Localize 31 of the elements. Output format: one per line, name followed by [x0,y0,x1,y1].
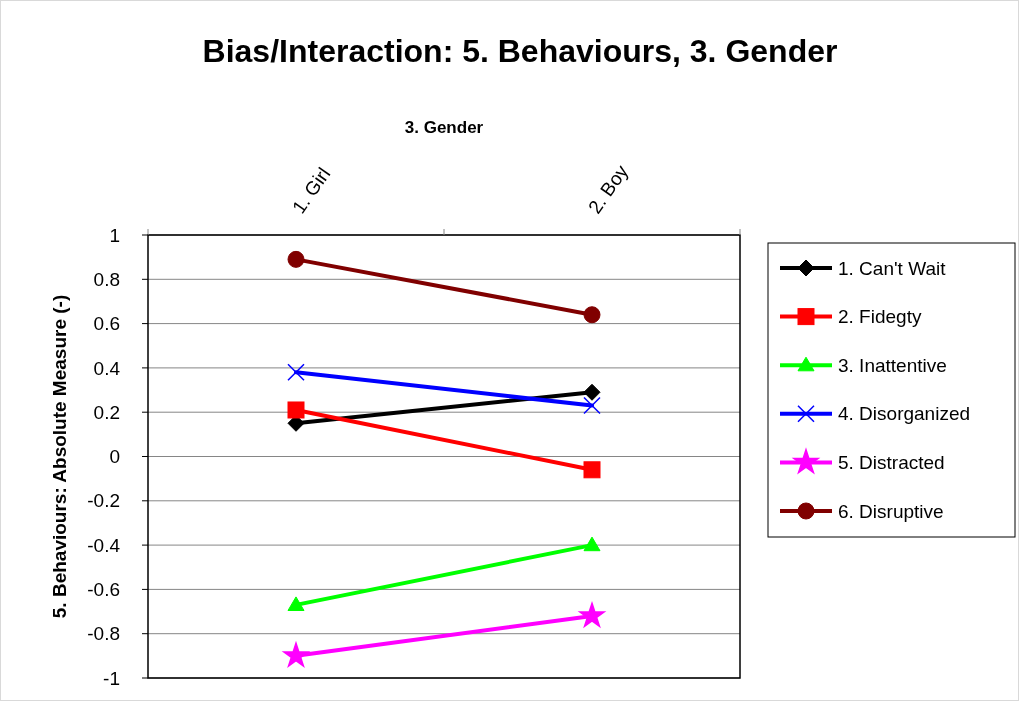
y-axis-title: 5. Behaviours: Absolute Measure (-) [49,294,70,619]
y-tick-label: 1 [109,224,120,246]
legend-label: 6. Disruptive [838,500,944,522]
point [583,306,601,324]
x-tick-label: 1. Girl [288,163,335,218]
legend-label: 2. Fidegty [838,306,922,328]
y-tick-label: 0.8 [93,268,120,290]
point [583,461,601,479]
x-axis-title: 3. Gender [404,118,484,137]
y-tick-label: 0.2 [93,401,120,423]
chart-title: Bias/Interaction: 5. Behaviours, 3. Gender [202,33,838,69]
point [287,401,305,419]
y-tick-label: -0.4 [87,534,121,556]
point [287,250,305,268]
y-tick-label: 0 [109,446,120,468]
point [583,383,601,401]
legend-label: 4. Disorganized [838,403,971,425]
point [583,396,601,415]
legend-label: 3. Inattentive [838,354,947,376]
y-tick-label: -0.2 [87,490,120,512]
legend-label: 1. Can't Wait [838,257,947,279]
point [283,642,309,667]
point [579,602,605,627]
y-tick-label: -1 [103,667,120,689]
y-tick-label: 0.6 [93,313,120,335]
y-tick-label: -0.8 [87,623,120,645]
y-tick-label: -0.6 [87,579,120,601]
x-tick-label: 2. Boy [584,160,633,218]
legend-label: 5. Distracted [838,452,945,474]
y-tick-label: 0.4 [93,357,121,379]
point [287,363,305,382]
